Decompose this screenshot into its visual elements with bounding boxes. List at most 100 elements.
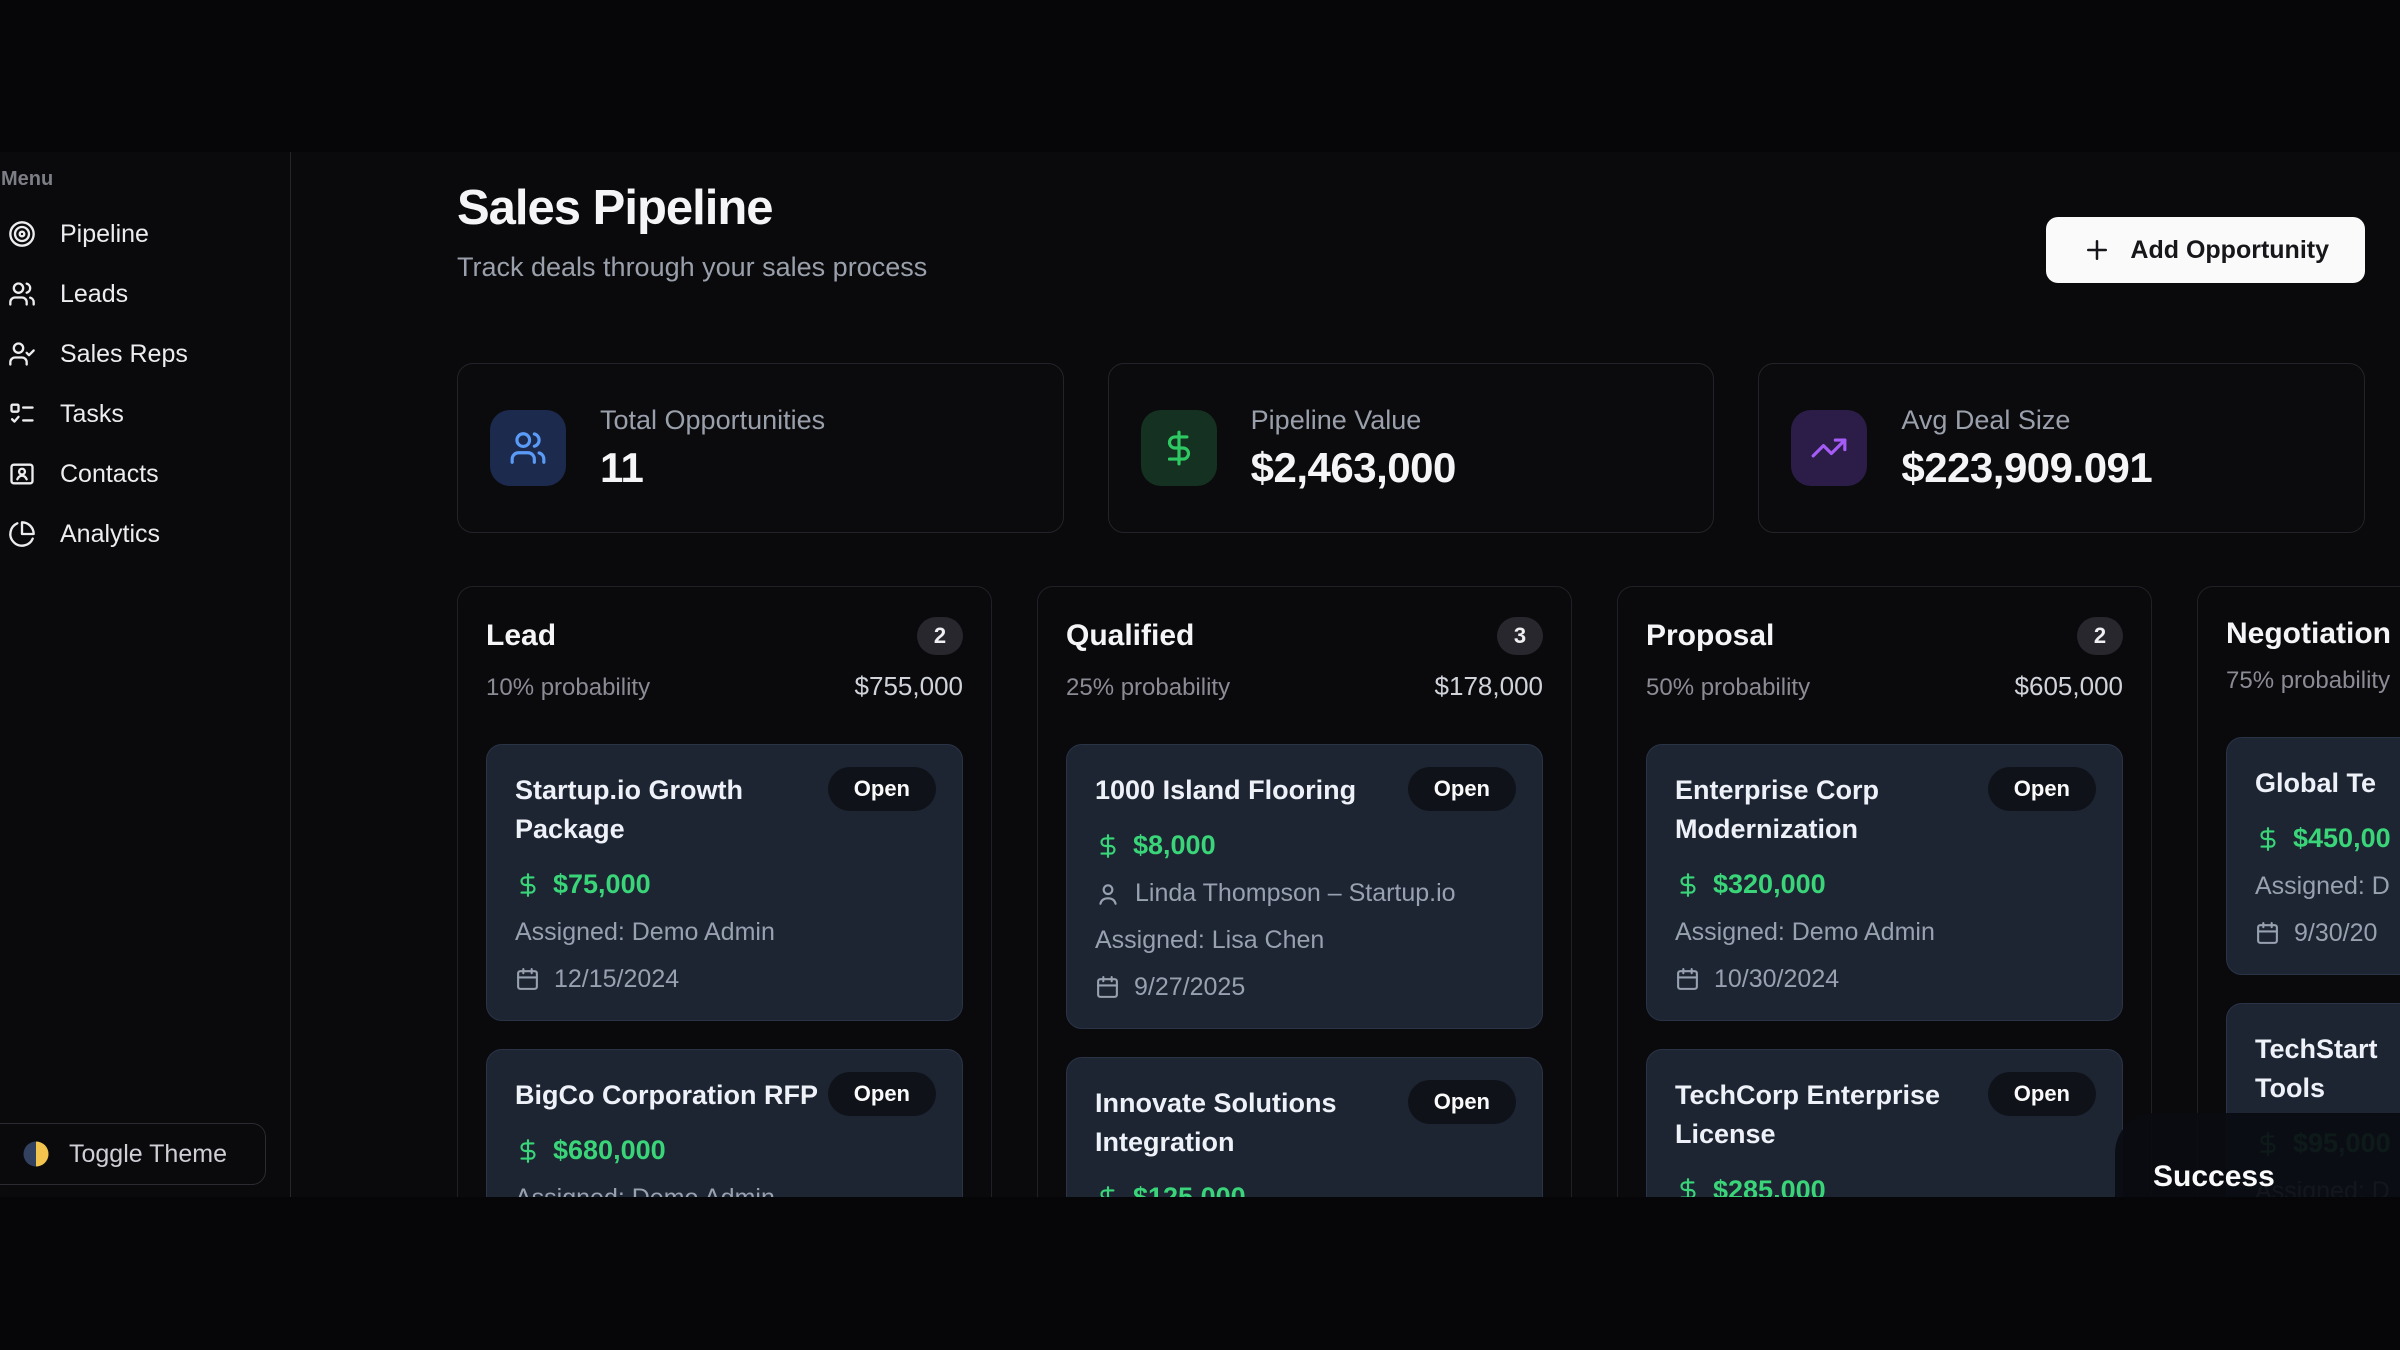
deal-card[interactable]: Startup.io Growth Package Open $75,000 A…: [486, 744, 963, 1022]
half-moon-icon: [23, 1141, 49, 1167]
deal-amount: $680,000: [553, 1135, 666, 1166]
calendar-icon: [517, 968, 538, 991]
deal-amount: $285,000: [1713, 1174, 1826, 1197]
sidebar-item-contacts[interactable]: Contacts: [0, 444, 290, 504]
stat-label: Avg Deal Size: [1901, 404, 2071, 435]
deal-title: TechStart Tools: [2255, 1030, 2400, 1108]
column-total: $755,000: [854, 671, 963, 701]
sidebar-item-pipeline[interactable]: Pipeline: [0, 204, 290, 264]
sidebar-item-leads[interactable]: Leads: [0, 264, 290, 324]
deal-amount: $125,000: [1133, 1182, 1246, 1197]
page-header: Sales Pipeline Track deals through your …: [457, 180, 927, 283]
trending-up-icon: [1791, 410, 1868, 486]
sidebar-menu-label: Menu: [1, 168, 54, 190]
deal-date: 9/30/20: [2294, 919, 2378, 948]
deal-title: Enterprise Corp Modernization: [1675, 775, 1880, 845]
sidebar-item-label: Contacts: [60, 459, 159, 488]
deal-contact: Linda Thompson – Startup.io: [1135, 879, 1456, 908]
column-name: Negotiation: [2226, 617, 2391, 650]
column-proposal: Proposal 2 50% probability $605,000 Ente…: [1617, 586, 2152, 1197]
add-opportunity-button[interactable]: Add Opportunity: [2046, 217, 2365, 283]
page-title: Sales Pipeline: [457, 181, 774, 235]
deal-amount: $320,000: [1713, 869, 1826, 900]
column-count-badge: 3: [1497, 617, 1543, 655]
page-subtitle: Track deals through your sales process: [457, 252, 928, 282]
deal-status-badge: Open: [1987, 767, 2096, 811]
stat-value: 11: [600, 443, 644, 491]
column-name: Proposal: [1646, 619, 1775, 652]
sidebar-item-label: Sales Reps: [60, 339, 188, 368]
person-icon: [1099, 883, 1117, 905]
stat-value: $223,909.091: [1901, 443, 2153, 491]
deal-title: Global Te: [2255, 768, 2377, 798]
column-probability: 10% probability: [486, 674, 651, 701]
deal-assigned: Assigned: Demo Admin: [515, 918, 775, 947]
column-name: Lead: [486, 619, 557, 652]
deal-title-line: Tools: [2255, 1073, 2325, 1104]
deal-status-badge: Open: [1407, 1080, 1516, 1125]
sidebar-item-tasks[interactable]: Tasks: [0, 384, 290, 444]
plus-icon: [2087, 240, 2108, 260]
deal-amount: $450,00: [2293, 823, 2391, 854]
deal-status-badge: Open: [1987, 1072, 2096, 1117]
sidebar-nav: Pipeline Leads Sales Reps Tasks Contacts: [0, 204, 290, 564]
column-total: $178,000: [1434, 671, 1543, 701]
target-icon: [9, 221, 35, 247]
deal-card[interactable]: TechCorp Enterprise License Open $285,00…: [1646, 1049, 2123, 1197]
add-opportunity-label: Add Opportunity: [2130, 235, 2329, 264]
column-probability: 25% probability: [1066, 674, 1231, 701]
calendar-icon: [2257, 922, 2278, 945]
deal-assigned: Assigned: D: [2255, 872, 2390, 901]
dollar-icon: [1140, 410, 1217, 486]
stat-card-avg-deal-size: Avg Deal Size $223,909.091: [1758, 363, 2366, 533]
sidebar-item-sales-reps[interactable]: Sales Reps: [0, 324, 290, 384]
stat-label: Pipeline Value: [1250, 404, 1422, 435]
toggle-theme-button[interactable]: Toggle Theme: [0, 1123, 266, 1185]
deal-card[interactable]: 1000 Island Flooring Open $8,000 Linda T…: [1066, 744, 1543, 1030]
deal-status-badge: Open: [827, 767, 936, 811]
stat-card-pipeline-value: Pipeline Value $2,463,000: [1107, 363, 1715, 533]
stats-row: Total Opportunities 11 Pipeline Value $2…: [457, 363, 2366, 533]
calendar-icon: [1677, 968, 1698, 991]
deal-amount: $75,000: [553, 869, 651, 900]
column-total: $605,000: [2014, 671, 2123, 701]
sidebar-item-analytics[interactable]: Analytics: [0, 504, 290, 564]
dollar-icon: [520, 872, 536, 897]
dollar-icon: [1100, 833, 1116, 858]
sidebar-item-label: Pipeline: [60, 219, 149, 248]
column-count-badge: 2: [917, 617, 963, 655]
column-qualified: Qualified 3 25% probability $178,000 100…: [1037, 586, 1572, 1197]
deal-assigned: Assigned: Demo Admin: [1675, 918, 1935, 947]
deal-card[interactable]: Innovate Solutions Integration Open $125…: [1066, 1057, 1543, 1197]
dollar-icon: [2260, 826, 2276, 851]
checklist-icon: [10, 403, 34, 423]
deal-date: 12/15/2024: [554, 965, 680, 994]
sidebar-item-label: Analytics: [60, 519, 161, 548]
deal-card[interactable]: Global Te $450,00 Assigned: D 9/30/20: [2226, 737, 2400, 976]
stat-card-total-opportunities: Total Opportunities 11: [457, 363, 1064, 533]
pie-chart-icon: [9, 521, 35, 547]
column-probability: 50% probability: [1646, 674, 1811, 701]
sidebar-item-label: Leads: [60, 279, 129, 308]
column-count-badge: 2: [2077, 617, 2123, 655]
deal-card[interactable]: Enterprise Corp Modernization Open $320,…: [1646, 744, 2123, 1022]
deal-title: TechCorp Enterprise License: [1675, 1080, 1941, 1150]
success-toast: Success: [2115, 1113, 2400, 1197]
deal-title: 1000 Island Flooring: [1095, 775, 1357, 805]
column-probability: 75% probability: [2226, 667, 2391, 694]
contact-card-icon: [10, 463, 34, 485]
stat-label: Total Opportunities: [600, 404, 826, 435]
dollar-icon: [1680, 872, 1696, 897]
sidebar: Menu Pipeline Leads Sales Reps Tasks: [0, 152, 291, 1197]
column-name: Qualified: [1066, 619, 1195, 652]
deal-card[interactable]: BigCo Corporation RFP Open $680,000 Assi…: [486, 1049, 963, 1197]
user-check-icon: [9, 342, 35, 366]
dollar-icon: [1680, 1178, 1696, 1197]
users-icon: [9, 282, 35, 306]
pipeline-board: Lead 2 10% probability $755,000 Startup.…: [457, 586, 2400, 1197]
deal-title: Startup.io Growth Package: [515, 775, 743, 845]
deal-title-line: TechStart: [2255, 1034, 2378, 1065]
deal-assigned: Assigned: Lisa Chen: [1095, 926, 1325, 955]
dollar-icon: [520, 1139, 536, 1163]
deal-status-badge: Open: [827, 1072, 936, 1117]
